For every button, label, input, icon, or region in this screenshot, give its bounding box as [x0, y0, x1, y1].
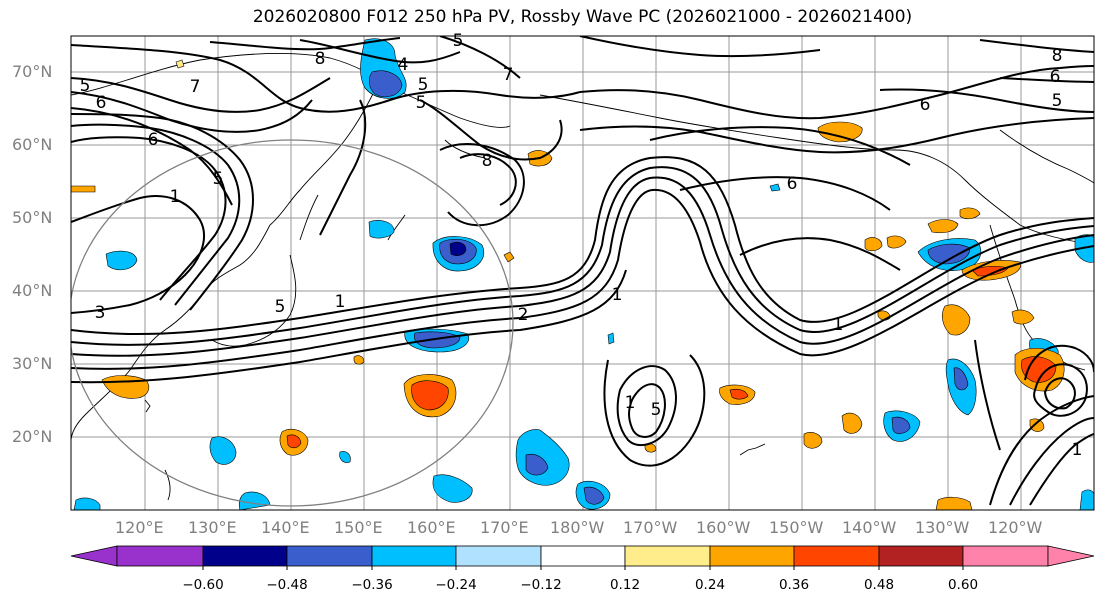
- contour-label: 1: [170, 187, 181, 207]
- lat-label: 20°N: [12, 427, 53, 446]
- colorbar-segment: [202, 545, 288, 567]
- colorbar-tick-label: 0.36: [778, 577, 810, 593]
- reference-circle: [71, 139, 514, 507]
- contour-label: 1: [1072, 440, 1083, 460]
- contour-label: 1: [612, 285, 623, 305]
- colorbar-extend-high: [1047, 545, 1095, 567]
- contour-label: 1: [833, 315, 844, 335]
- contour-label: 5: [213, 169, 224, 189]
- colorbar-extend-low: [70, 545, 118, 567]
- colorbar-segment: [878, 545, 964, 567]
- pv-shading: [71, 38, 1094, 510]
- lon-label: 150°E: [334, 518, 383, 537]
- colorbar-tick-label: 0.12: [609, 577, 641, 593]
- colorbar-segment: [116, 545, 204, 567]
- colorbar-segment: [962, 545, 1049, 567]
- contour-label: 4: [398, 55, 409, 75]
- lat-label: 50°N: [12, 208, 53, 227]
- contour-label: 5: [1052, 91, 1063, 111]
- colorbar-segment: [455, 545, 542, 567]
- colorbar-tick-label: −0.12: [520, 577, 562, 593]
- lon-label: 160°W: [696, 518, 751, 537]
- colorbar-tick-label: −0.48: [266, 577, 308, 593]
- lat-label: 70°N: [12, 62, 53, 81]
- lon-label: 170°W: [623, 518, 678, 537]
- contour-label: 5: [80, 76, 91, 96]
- contour-label: 6: [1050, 67, 1061, 87]
- pv-contours: [71, 36, 1094, 506]
- contour-labels: 5 6 7 5 1 3 4 5 5 8 5 6 6 8 7 8 5 6 1 2 …: [80, 31, 1083, 460]
- contour-label: 2: [518, 305, 529, 325]
- colorbar-tick-label: 0.24: [694, 577, 726, 593]
- lon-label: 140°E: [261, 518, 310, 537]
- colorbar-tick-label: −0.24: [435, 577, 477, 593]
- lat-label: 40°N: [12, 281, 53, 300]
- contour-label: 1: [625, 393, 636, 413]
- contour-label: 7: [190, 77, 201, 97]
- contour-label: 5: [453, 31, 464, 51]
- lon-label: 160°E: [407, 518, 456, 537]
- contour-label: 7: [503, 65, 514, 85]
- colorbar-segment: [540, 545, 626, 567]
- lon-label: 140°W: [842, 518, 897, 537]
- colorbar-segment: [624, 545, 711, 567]
- lon-label: 120°E: [115, 518, 164, 537]
- lon-label: 130°W: [915, 518, 970, 537]
- lat-label: 30°N: [12, 354, 53, 373]
- contour-label: 6: [96, 93, 107, 113]
- contour-label: 5: [418, 75, 429, 95]
- contour-label: 8: [482, 151, 493, 171]
- contour-label: 6: [920, 95, 931, 115]
- lon-label: 170°E: [480, 518, 529, 537]
- colorbar-tick-label: 0.60: [947, 577, 979, 593]
- contour-label: 6: [148, 130, 159, 150]
- map-title: 2026020800 F012 250 hPa PV, Rossby Wave …: [252, 7, 913, 27]
- colorbar-segment: [793, 545, 880, 567]
- contour-label: 8: [1052, 46, 1063, 66]
- contour-label: 5: [651, 400, 662, 420]
- lon-label: 180°W: [550, 518, 605, 537]
- colorbar-segment: [286, 545, 373, 567]
- contour-label: 5: [416, 93, 427, 113]
- contour-label: 1: [335, 292, 346, 312]
- colorbar-tick-label: −0.36: [351, 577, 393, 593]
- contour-label: 5: [275, 297, 286, 317]
- contour-label: 8: [315, 49, 326, 69]
- colorbar-tick-label: −0.60: [182, 577, 224, 593]
- contour-label: 3: [95, 303, 106, 323]
- lat-label: 60°N: [12, 135, 53, 154]
- colorbar: [70, 545, 1095, 570]
- colorbar-segment: [371, 545, 457, 567]
- contour-label: 6: [787, 174, 798, 194]
- lon-label: 120°W: [988, 518, 1043, 537]
- lon-label: 150°W: [769, 518, 824, 537]
- colorbar-segment: [709, 545, 795, 567]
- colorbar-tick-label: 0.48: [863, 577, 895, 593]
- lon-label: 130°E: [188, 518, 237, 537]
